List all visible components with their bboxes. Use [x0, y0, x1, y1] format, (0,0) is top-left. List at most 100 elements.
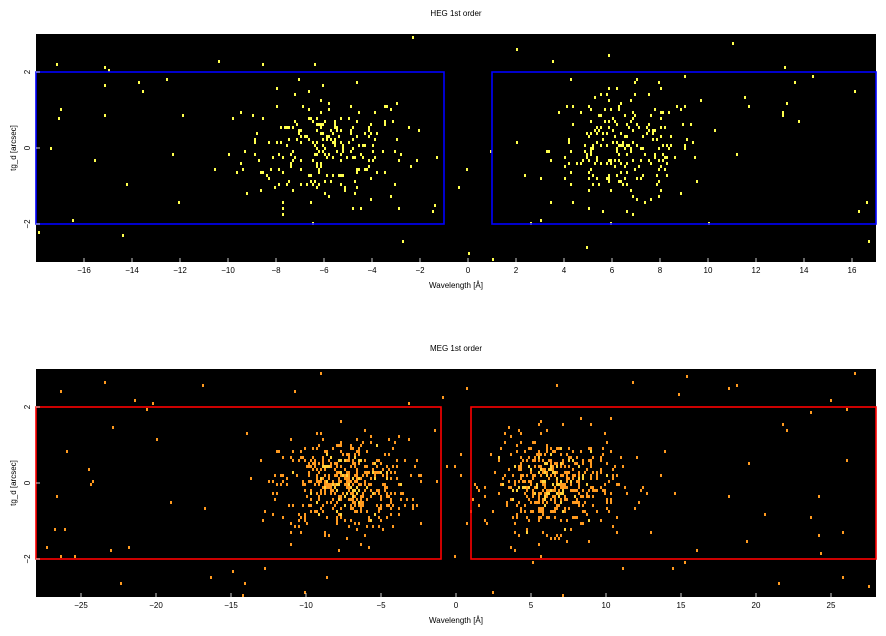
heg-event	[608, 159, 610, 162]
meg-event	[404, 504, 406, 507]
meg-event	[572, 516, 574, 519]
heg-event	[304, 135, 306, 138]
heg-event	[660, 87, 662, 90]
heg-event	[652, 129, 654, 132]
heg-event	[666, 162, 668, 165]
meg-x-tick-label: 5	[529, 601, 534, 610]
meg-background-event	[60, 390, 62, 393]
meg-event	[340, 507, 342, 510]
heg-event	[328, 195, 330, 198]
meg-event	[532, 492, 534, 495]
meg-event	[586, 513, 588, 516]
meg-event	[556, 504, 558, 507]
meg-event	[370, 483, 372, 486]
meg-event	[380, 504, 382, 507]
heg-event	[416, 159, 418, 162]
heg-event	[292, 189, 294, 192]
heg-event	[410, 165, 412, 168]
meg-event	[568, 477, 570, 480]
heg-event	[326, 174, 328, 177]
meg-event	[520, 462, 522, 465]
heg-event	[316, 186, 318, 189]
meg-event	[392, 504, 394, 507]
heg-event	[364, 168, 366, 171]
heg-background-event	[582, 159, 584, 162]
heg-event	[586, 156, 588, 159]
meg-event	[282, 474, 284, 477]
heg-background-event	[228, 153, 230, 156]
meg-event	[304, 447, 306, 450]
meg-event	[338, 480, 340, 483]
meg-event	[352, 477, 354, 480]
meg-event	[560, 486, 562, 489]
meg-event	[600, 471, 602, 474]
heg-event	[356, 120, 358, 123]
heg-event	[260, 189, 262, 192]
heg-x-tick-label: −8	[271, 266, 281, 275]
heg-y-tick-label: 2	[23, 69, 32, 74]
meg-event	[366, 510, 368, 513]
heg-background-event	[58, 117, 60, 120]
meg-background-event	[674, 492, 676, 495]
meg-event	[358, 477, 360, 480]
heg-event	[584, 144, 586, 147]
meg-event	[530, 480, 532, 483]
meg-event	[514, 549, 516, 552]
meg-event	[328, 486, 330, 489]
heg-event	[278, 183, 280, 186]
meg-event	[562, 510, 564, 513]
meg-x-tick-label: −10	[299, 601, 313, 610]
heg-event	[680, 192, 682, 195]
meg-event	[358, 462, 360, 465]
meg-event	[296, 474, 298, 477]
heg-event	[630, 189, 632, 192]
heg-event	[296, 123, 298, 126]
meg-event	[596, 471, 598, 474]
meg-event	[300, 516, 302, 519]
meg-event	[542, 513, 544, 516]
heg-event	[608, 120, 610, 123]
meg-event	[380, 498, 382, 501]
heg-event	[286, 126, 288, 129]
heg-event	[278, 168, 280, 171]
meg-event	[354, 480, 356, 483]
meg-event	[640, 489, 642, 492]
heg-event	[372, 159, 374, 162]
heg-event	[524, 174, 526, 177]
heg-event	[666, 144, 668, 147]
heg-event	[620, 102, 622, 105]
meg-event	[580, 495, 582, 498]
heg-event	[658, 81, 660, 84]
meg-event	[520, 468, 522, 471]
meg-event	[518, 501, 520, 504]
heg-background-event	[352, 147, 354, 150]
heg-event	[588, 207, 590, 210]
meg-event	[354, 501, 356, 504]
heg-event	[616, 123, 618, 126]
meg-background-event	[304, 489, 306, 492]
meg-event	[390, 507, 392, 510]
heg-x-tick-label: 2	[514, 266, 519, 275]
meg-event	[378, 459, 380, 462]
meg-background-event	[434, 429, 436, 432]
meg-event	[538, 459, 540, 462]
meg-event	[412, 507, 414, 510]
meg-background-event	[632, 381, 634, 384]
meg-event	[520, 432, 522, 435]
heg-event	[692, 141, 694, 144]
heg-event	[356, 168, 358, 171]
meg-event	[340, 471, 342, 474]
meg-background-event	[492, 591, 494, 594]
heg-background-event	[782, 111, 784, 114]
heg-event	[626, 162, 628, 165]
meg-event	[344, 477, 346, 480]
meg-event	[302, 483, 304, 486]
meg-event	[510, 453, 512, 456]
meg-event	[542, 501, 544, 504]
meg-event	[538, 465, 540, 468]
heg-event	[624, 135, 626, 138]
heg-event	[622, 141, 624, 144]
meg-event	[528, 486, 530, 489]
heg-event	[400, 153, 402, 156]
meg-event	[354, 462, 356, 465]
